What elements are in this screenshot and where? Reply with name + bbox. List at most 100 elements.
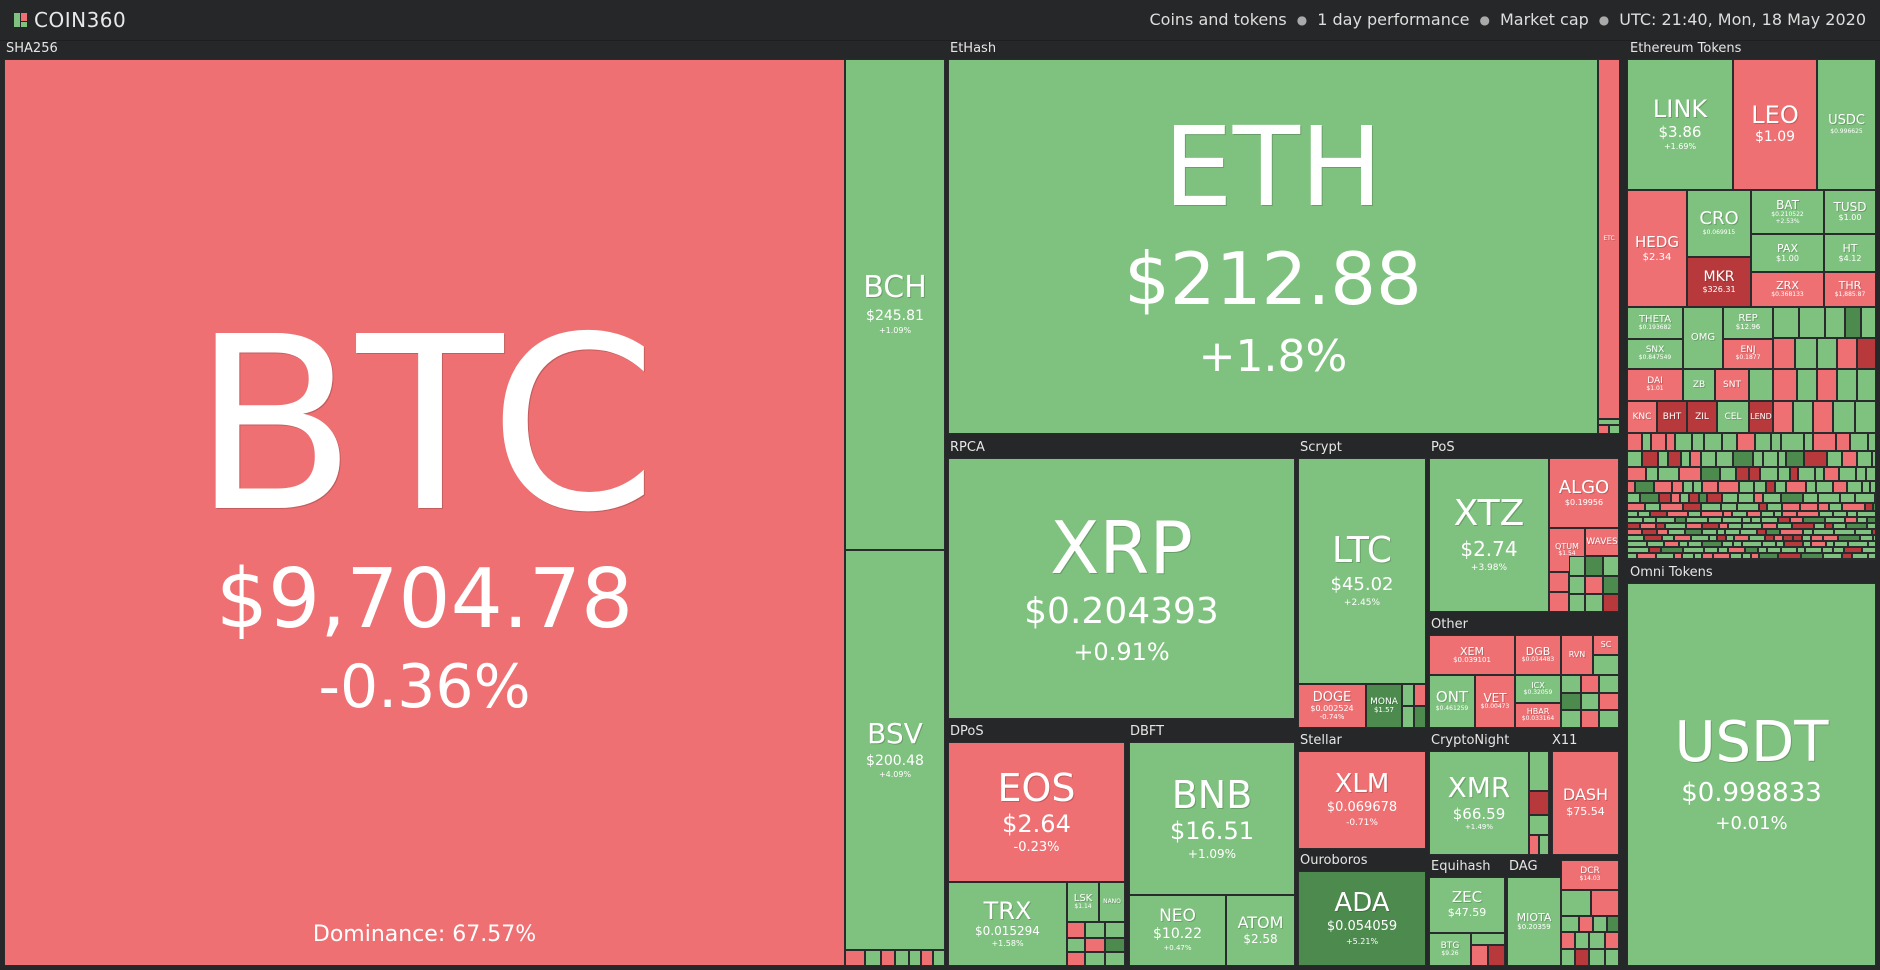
tile-bnb[interactable]: BNB $16.51 +1.09% — [1129, 742, 1295, 895]
coin360-logo[interactable]: COIN360 — [14, 7, 126, 33]
small-tokens-row1[interactable] — [1773, 307, 1876, 369]
small-coins-other[interactable] — [1561, 655, 1619, 728]
small-coins-ethash[interactable] — [1598, 419, 1620, 434]
coin-price: $1.01 — [1646, 385, 1664, 393]
tile-usdt[interactable]: USDT $0.998833 +0.01% — [1627, 583, 1876, 966]
tile-xlm[interactable]: XLM $0.069678 -0.71% — [1298, 751, 1426, 849]
tile-ht[interactable]: HT $4.12 — [1824, 234, 1876, 272]
small-coins-scrypt[interactable] — [1402, 684, 1426, 728]
tile-xrp[interactable]: XRP $0.204393 +0.91% — [948, 458, 1295, 719]
tile-usdc[interactable]: USDC $0.996625 — [1817, 59, 1876, 190]
coin-change: +1.09% — [1187, 847, 1237, 862]
coin-price: $10.22 — [1153, 926, 1202, 943]
tile-bsv[interactable]: BSV $200.48 +4.09% — [845, 550, 945, 950]
tile-enj[interactable]: ENJ $0.1877 — [1723, 339, 1773, 369]
filter-coins-tokens[interactable]: Coins and tokens — [1149, 10, 1287, 29]
coin-symbol: VET — [1483, 691, 1507, 706]
tile-algo[interactable]: ALGO $0.19956 — [1549, 458, 1619, 528]
coin-symbol: PAX — [1777, 241, 1798, 255]
tile-ltc[interactable]: LTC $45.02 +2.45% — [1298, 458, 1426, 684]
tile-lsk[interactable]: LSK $1.14 — [1067, 882, 1099, 922]
coin-symbol: ETC — [1603, 235, 1615, 242]
tile-trx[interactable]: TRX $0.015294 +1.58% — [948, 882, 1067, 966]
tile-dcr[interactable]: DCR $14.03 — [1561, 860, 1619, 890]
coin-price: $1.09 — [1754, 129, 1796, 146]
filter-metric[interactable]: Market cap — [1499, 10, 1589, 29]
small-coins-equihash[interactable] — [1471, 933, 1505, 966]
coin-change: -0.71% — [1346, 817, 1378, 828]
coin-symbol: MKR — [1703, 268, 1735, 285]
tile-tusd[interactable]: TUSD $1.00 — [1824, 190, 1876, 234]
coin-price: $0.368133 — [1771, 291, 1804, 299]
tile-zrx[interactable]: ZRX $0.368133 — [1751, 272, 1824, 307]
small-coins-dpos[interactable] — [1067, 922, 1125, 966]
tile-ada[interactable]: ADA $0.054059 +5.21% — [1298, 871, 1426, 966]
tile-bat[interactable]: BAT $0.210522 +2.53% — [1751, 190, 1824, 234]
tile-btc[interactable]: BTC $9,704.78 -0.36% Dominance: 67.57% — [4, 59, 845, 966]
coin-symbol: LTC — [1331, 530, 1393, 572]
tile-eos[interactable]: EOS $2.64 -0.23% — [948, 742, 1125, 882]
tile-sc[interactable]: SC — [1593, 635, 1619, 655]
tile-mona[interactable]: MONA $1.57 — [1366, 684, 1402, 728]
tile-mkr[interactable]: MKR $326.31 — [1687, 257, 1751, 307]
coin-symbol: LINK — [1652, 95, 1708, 124]
tile-dash[interactable]: DASH $75.54 — [1552, 751, 1619, 855]
small-coins-cryptonight[interactable] — [1529, 751, 1549, 855]
coin-symbol: BAT — [1776, 197, 1799, 212]
tile-cel[interactable]: CEL — [1717, 401, 1749, 433]
tile-bch[interactable]: BCH $245.81 +1.09% — [845, 59, 945, 550]
tile-zb[interactable]: ZB — [1683, 369, 1715, 401]
tile-doge[interactable]: DOGE $0.002524 -0.74% — [1298, 684, 1366, 728]
tile-thr[interactable]: THR $1,885.87 — [1824, 272, 1876, 307]
small-coins-pos[interactable] — [1549, 556, 1619, 612]
coin-symbol: USDC — [1828, 112, 1865, 128]
coin-price: $0.054059 — [1326, 919, 1398, 935]
coin-symbol: ZIL — [1695, 411, 1709, 422]
tile-rvn[interactable]: RVN — [1561, 635, 1593, 675]
coin-symbol: BHT — [1662, 411, 1682, 422]
tile-vet[interactable]: VET $0.00473 — [1475, 675, 1515, 728]
group-label-sha256: SHA256 — [6, 41, 58, 56]
tile-dai[interactable]: DAI $1.01 — [1627, 369, 1683, 401]
tile-nano[interactable]: NANO — [1099, 882, 1125, 922]
tile-miota[interactable]: MIOTA $0.20359 — [1507, 877, 1561, 966]
tile-knc[interactable]: KNC — [1627, 401, 1657, 433]
tile-neo[interactable]: NEO $10.22 +0.47% — [1129, 895, 1226, 966]
small-tokens-mosaic[interactable] — [1627, 433, 1876, 560]
tile-omg[interactable]: OMG — [1683, 307, 1723, 369]
tile-xmr[interactable]: XMR $66.59 +1.49% — [1429, 751, 1529, 855]
tile-lend[interactable]: LEND — [1749, 401, 1773, 433]
separator-dot: ● — [1598, 12, 1610, 27]
tile-xem[interactable]: XEM $0.039101 — [1429, 635, 1515, 675]
tile-hedg[interactable]: HEDG $2.34 — [1627, 190, 1687, 307]
coin-price: $1.00 — [1776, 253, 1799, 263]
tile-zil[interactable]: ZIL — [1687, 401, 1717, 433]
tile-eth[interactable]: ETH $212.88 +1.8% — [948, 59, 1598, 434]
tile-bht[interactable]: BHT — [1657, 401, 1687, 433]
tile-icx[interactable]: ICX $0.32059 — [1515, 675, 1561, 703]
tile-etc[interactable]: ETC — [1598, 59, 1620, 419]
tile-waves[interactable]: WAVES — [1585, 528, 1619, 556]
tile-atom[interactable]: ATOM $2.58 — [1226, 895, 1295, 966]
small-coins-sha256[interactable] — [845, 950, 945, 966]
tile-xtz[interactable]: XTZ $2.74 +3.98% — [1429, 458, 1549, 612]
tile-snx[interactable]: SNX $0.847549 — [1627, 339, 1683, 369]
coin-symbol: KNC — [1632, 411, 1652, 422]
tile-btg[interactable]: BTG $9.26 — [1429, 933, 1471, 966]
tile-zec[interactable]: ZEC $47.59 — [1429, 877, 1505, 933]
tile-theta[interactable]: THETA $0.193682 — [1627, 307, 1683, 339]
coin-symbol: ONT — [1435, 688, 1469, 707]
tile-link[interactable]: LINK $3.86 +1.69% — [1627, 59, 1733, 190]
tile-snt[interactable]: SNT — [1715, 369, 1749, 401]
tile-pax[interactable]: PAX $1.00 — [1751, 234, 1824, 272]
tile-dgb[interactable]: DGB $0.014483 — [1515, 635, 1561, 675]
filter-period[interactable]: 1 day performance — [1317, 10, 1470, 29]
tile-ont[interactable]: ONT $0.461259 — [1429, 675, 1475, 728]
tile-rep[interactable]: REP $12.96 — [1723, 307, 1773, 339]
tile-hbar[interactable]: HBAR $0.033164 — [1515, 703, 1561, 728]
coin-symbol: EOS — [997, 765, 1076, 810]
tile-leo[interactable]: LEO $1.09 — [1733, 59, 1817, 190]
small-coins-misc[interactable] — [1561, 890, 1619, 966]
coin-price: $0.039101 — [1453, 655, 1491, 664]
tile-cro[interactable]: CRO $0.069915 — [1687, 190, 1751, 257]
